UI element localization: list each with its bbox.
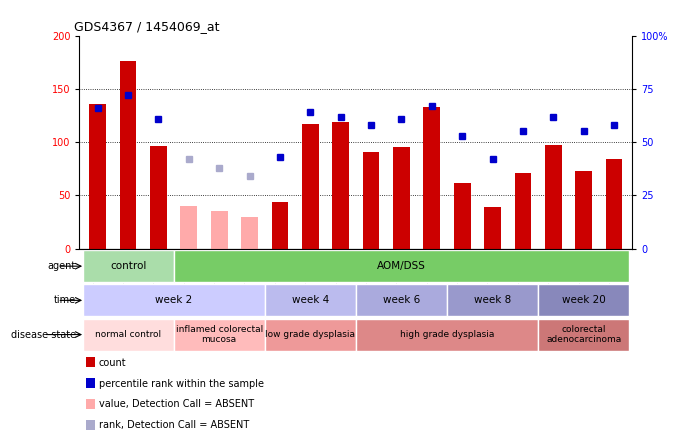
Text: value, Detection Call = ABSENT: value, Detection Call = ABSENT bbox=[99, 400, 254, 409]
Bar bbox=[120, 61, 136, 249]
Bar bbox=[173, 250, 630, 282]
Text: rank, Detection Call = ABSENT: rank, Detection Call = ABSENT bbox=[99, 420, 249, 430]
Bar bbox=[180, 206, 197, 249]
Bar bbox=[332, 122, 349, 249]
Bar bbox=[82, 319, 173, 351]
Bar bbox=[454, 182, 471, 249]
Text: disease state: disease state bbox=[11, 329, 76, 340]
Bar bbox=[484, 207, 501, 249]
Bar bbox=[211, 211, 227, 249]
Text: week 4: week 4 bbox=[292, 295, 329, 305]
Bar bbox=[424, 107, 440, 249]
Bar bbox=[265, 285, 356, 316]
Text: agent: agent bbox=[48, 261, 76, 271]
Text: low grade dysplasia: low grade dysplasia bbox=[265, 330, 355, 339]
Text: week 2: week 2 bbox=[155, 295, 192, 305]
Text: time: time bbox=[54, 295, 76, 305]
Bar bbox=[515, 173, 531, 249]
Bar bbox=[393, 147, 410, 249]
Text: inflamed colorectal
mucosa: inflamed colorectal mucosa bbox=[176, 325, 263, 344]
Bar bbox=[545, 145, 562, 249]
Bar bbox=[82, 285, 265, 316]
Text: week 20: week 20 bbox=[562, 295, 605, 305]
Bar bbox=[82, 250, 173, 282]
Bar bbox=[272, 202, 288, 249]
Text: week 6: week 6 bbox=[383, 295, 420, 305]
Bar bbox=[606, 159, 623, 249]
Text: count: count bbox=[99, 358, 126, 368]
Bar bbox=[576, 171, 592, 249]
Bar bbox=[356, 285, 447, 316]
Text: AOM/DSS: AOM/DSS bbox=[377, 261, 426, 271]
Text: percentile rank within the sample: percentile rank within the sample bbox=[99, 379, 264, 388]
Bar bbox=[173, 319, 265, 351]
Bar bbox=[538, 319, 630, 351]
Bar bbox=[150, 147, 167, 249]
Bar bbox=[89, 104, 106, 249]
Bar bbox=[79, 249, 632, 444]
Bar bbox=[302, 124, 319, 249]
Bar bbox=[241, 217, 258, 249]
Bar bbox=[265, 319, 356, 351]
Bar bbox=[447, 285, 538, 316]
Bar bbox=[356, 319, 538, 351]
Text: high grade dysplasia: high grade dysplasia bbox=[400, 330, 494, 339]
Text: week 8: week 8 bbox=[474, 295, 511, 305]
Text: colorectal
adenocarcinoma: colorectal adenocarcinoma bbox=[546, 325, 621, 344]
Bar bbox=[363, 152, 379, 249]
Text: normal control: normal control bbox=[95, 330, 161, 339]
Text: control: control bbox=[110, 261, 146, 271]
Text: GDS4367 / 1454069_at: GDS4367 / 1454069_at bbox=[74, 20, 220, 33]
Bar bbox=[538, 285, 630, 316]
